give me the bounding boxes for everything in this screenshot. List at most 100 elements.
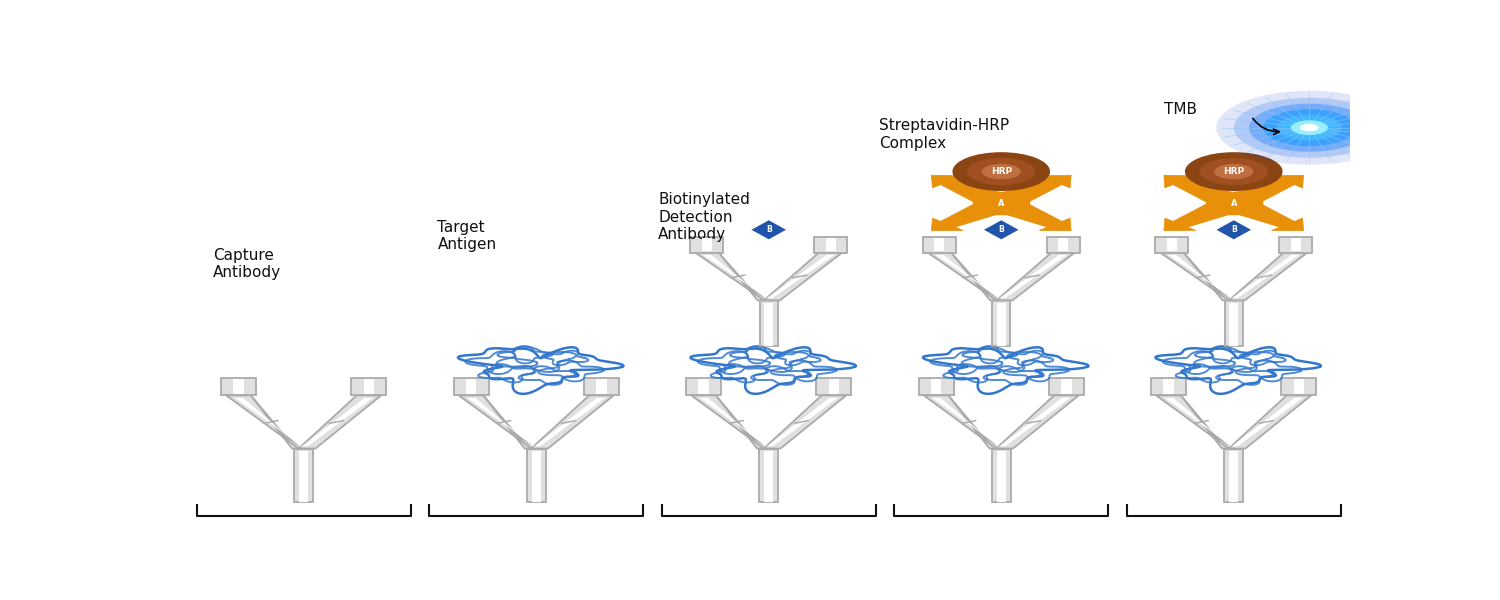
Text: B: B	[766, 225, 771, 234]
Polygon shape	[750, 220, 788, 240]
Polygon shape	[768, 395, 846, 449]
Polygon shape	[987, 197, 1071, 231]
Polygon shape	[996, 253, 1074, 301]
Polygon shape	[766, 398, 838, 446]
Polygon shape	[699, 379, 709, 394]
Polygon shape	[1164, 379, 1174, 394]
Polygon shape	[1161, 253, 1228, 301]
Circle shape	[1214, 164, 1254, 179]
Polygon shape	[764, 253, 842, 301]
Polygon shape	[766, 255, 834, 298]
Polygon shape	[303, 395, 381, 449]
Polygon shape	[1281, 378, 1317, 395]
Polygon shape	[765, 302, 772, 346]
Polygon shape	[828, 379, 839, 394]
Polygon shape	[531, 395, 614, 449]
Circle shape	[1250, 104, 1370, 152]
Circle shape	[968, 158, 1035, 185]
Polygon shape	[234, 379, 244, 394]
Polygon shape	[1164, 398, 1232, 446]
Polygon shape	[1161, 253, 1233, 301]
Polygon shape	[992, 449, 1011, 502]
Polygon shape	[816, 378, 852, 395]
Polygon shape	[1228, 253, 1306, 301]
Polygon shape	[1156, 395, 1228, 449]
Polygon shape	[932, 398, 999, 446]
Polygon shape	[759, 449, 778, 502]
Polygon shape	[768, 253, 842, 301]
Text: Streptavidin-HRP
Complex: Streptavidin-HRP Complex	[879, 118, 1010, 151]
Polygon shape	[918, 378, 954, 395]
FancyBboxPatch shape	[974, 192, 1029, 214]
Polygon shape	[998, 302, 1005, 346]
Polygon shape	[704, 255, 766, 298]
Polygon shape	[226, 395, 298, 449]
Polygon shape	[764, 395, 846, 449]
Polygon shape	[928, 253, 1002, 301]
FancyBboxPatch shape	[1206, 192, 1262, 214]
Polygon shape	[1150, 378, 1186, 395]
Polygon shape	[1048, 378, 1084, 395]
Polygon shape	[1060, 379, 1071, 394]
Polygon shape	[924, 395, 996, 449]
Polygon shape	[531, 451, 542, 502]
Polygon shape	[932, 175, 1016, 209]
Circle shape	[1290, 121, 1328, 135]
Polygon shape	[922, 237, 956, 253]
Polygon shape	[993, 301, 1010, 346]
Text: HRP: HRP	[990, 167, 1012, 176]
Text: B: B	[1232, 225, 1236, 234]
Polygon shape	[537, 395, 614, 449]
Polygon shape	[996, 395, 1078, 449]
Polygon shape	[1058, 238, 1068, 251]
Polygon shape	[534, 398, 606, 446]
Circle shape	[952, 152, 1050, 191]
Polygon shape	[1002, 395, 1078, 449]
Polygon shape	[363, 379, 374, 394]
Polygon shape	[1233, 253, 1306, 301]
Polygon shape	[1280, 237, 1312, 253]
Polygon shape	[928, 253, 996, 301]
Polygon shape	[1168, 255, 1232, 298]
Polygon shape	[1220, 197, 1304, 231]
Polygon shape	[1155, 237, 1188, 253]
Text: Capture
Antibody: Capture Antibody	[213, 248, 280, 280]
Circle shape	[1185, 152, 1282, 191]
Polygon shape	[1002, 253, 1074, 301]
Polygon shape	[459, 395, 537, 449]
Polygon shape	[1156, 395, 1233, 449]
Polygon shape	[982, 220, 1020, 240]
Text: B: B	[999, 225, 1004, 234]
Circle shape	[1263, 109, 1356, 146]
Circle shape	[981, 164, 1022, 179]
Polygon shape	[987, 175, 1071, 209]
Polygon shape	[696, 253, 764, 301]
Polygon shape	[1228, 451, 1239, 502]
Polygon shape	[764, 451, 774, 502]
Polygon shape	[234, 398, 302, 446]
Circle shape	[1200, 158, 1268, 185]
Polygon shape	[1230, 302, 1238, 346]
Polygon shape	[932, 379, 942, 394]
Text: TMB: TMB	[1164, 102, 1197, 117]
Polygon shape	[996, 451, 1006, 502]
Polygon shape	[1232, 255, 1299, 298]
Polygon shape	[466, 398, 534, 446]
Polygon shape	[1226, 301, 1242, 346]
Polygon shape	[466, 379, 477, 394]
Polygon shape	[696, 253, 768, 301]
Polygon shape	[298, 395, 381, 449]
Polygon shape	[934, 238, 945, 251]
Text: Target
Antigen: Target Antigen	[438, 220, 497, 252]
Polygon shape	[999, 255, 1066, 298]
Polygon shape	[453, 378, 489, 395]
Polygon shape	[999, 398, 1071, 446]
Polygon shape	[815, 237, 848, 253]
Polygon shape	[1293, 379, 1304, 394]
Polygon shape	[1233, 395, 1311, 449]
Polygon shape	[1164, 197, 1248, 231]
Text: Biotinylated
Detection
Antibody: Biotinylated Detection Antibody	[658, 192, 750, 242]
Polygon shape	[526, 449, 546, 502]
Polygon shape	[686, 378, 722, 395]
Text: HRP: HRP	[1222, 167, 1245, 176]
